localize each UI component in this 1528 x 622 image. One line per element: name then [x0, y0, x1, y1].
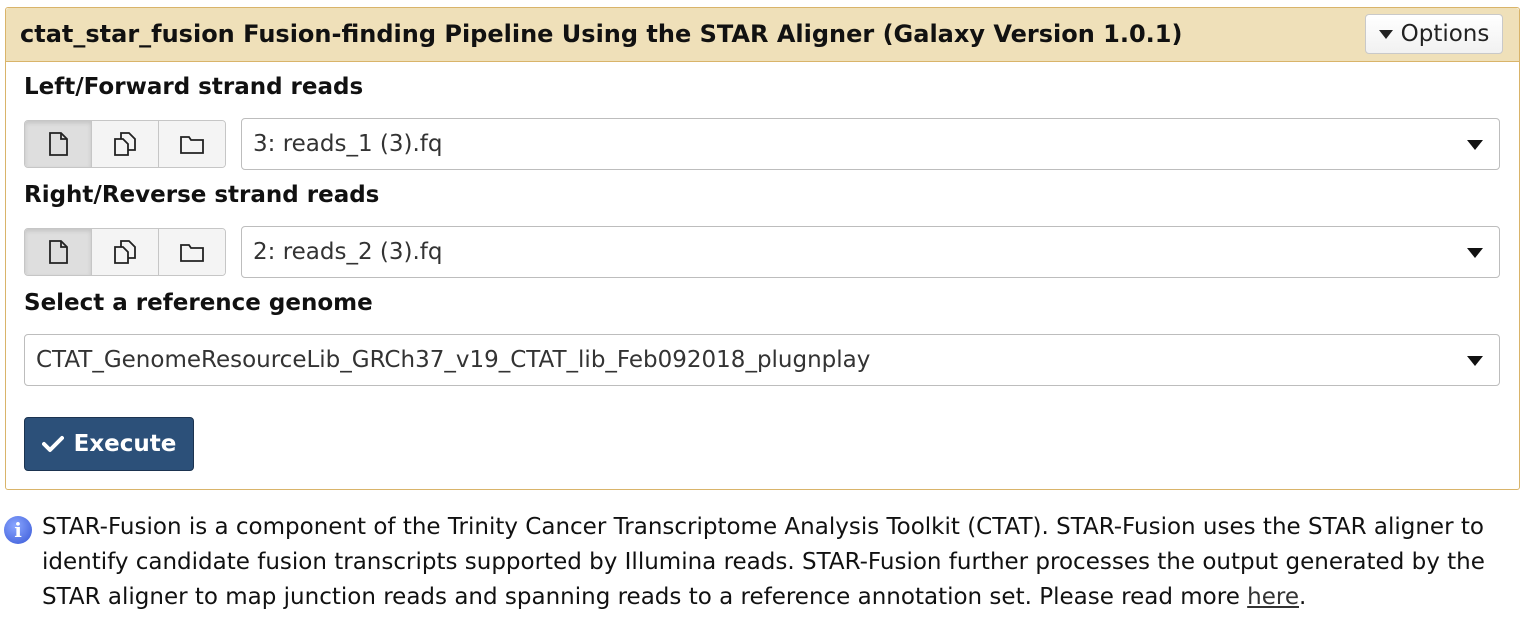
help-link[interactable]: here — [1247, 584, 1299, 610]
chevron-down-icon — [1467, 248, 1483, 258]
check-icon — [41, 436, 64, 452]
chevron-down-icon — [1467, 356, 1483, 366]
info-icon: i — [4, 516, 32, 544]
help-trailing: . — [1299, 584, 1307, 610]
right-reads-label: Right/Reverse strand reads — [24, 182, 380, 208]
right-reads-select[interactable]: 2: reads_2 (3).fq — [241, 226, 1500, 278]
multiple-datasets-button[interactable] — [92, 229, 159, 275]
single-file-icon — [49, 132, 68, 156]
help-text: STAR-Fusion is a component of the Trinit… — [42, 510, 1522, 615]
left-reads-select[interactable]: 3: reads_1 (3).fq — [241, 118, 1500, 170]
multiple-files-icon — [114, 132, 136, 156]
tool-form: ctat_star_fusion Fusion-finding Pipeline… — [5, 7, 1520, 490]
left-reads-label: Left/Forward strand reads — [24, 74, 364, 100]
single-dataset-button[interactable] — [25, 229, 92, 275]
dataset-collection-button[interactable] — [159, 229, 225, 275]
execute-button[interactable]: Execute — [24, 417, 194, 471]
execute-label: Execute — [73, 431, 177, 457]
dataset-collection-button[interactable] — [159, 121, 225, 167]
genome-value: CTAT_GenomeResourceLib_GRCh37_v19_CTAT_l… — [36, 347, 871, 373]
single-file-icon — [49, 240, 68, 264]
options-label: Options — [1400, 21, 1490, 47]
multiple-files-icon — [114, 240, 136, 264]
left-reads-value: 3: reads_1 (3).fq — [253, 131, 443, 157]
tool-title: ctat_star_fusion Fusion-finding Pipeline… — [20, 20, 1183, 48]
multiple-datasets-button[interactable] — [92, 121, 159, 167]
genome-select[interactable]: CTAT_GenomeResourceLib_GRCh37_v19_CTAT_l… — [24, 334, 1500, 386]
single-dataset-button[interactable] — [25, 121, 92, 167]
help-body: STAR-Fusion is a component of the Trinit… — [42, 514, 1485, 610]
right-reads-value: 2: reads_2 (3).fq — [253, 239, 443, 265]
tool-header: ctat_star_fusion Fusion-finding Pipeline… — [6, 8, 1519, 62]
right-reads-mode-group — [24, 228, 226, 276]
folder-icon — [180, 244, 204, 262]
caret-down-icon — [1378, 29, 1393, 39]
chevron-down-icon — [1467, 140, 1483, 150]
folder-icon — [180, 136, 204, 154]
left-reads-mode-group — [24, 120, 226, 168]
options-button[interactable]: Options — [1365, 14, 1503, 54]
genome-label: Select a reference genome — [24, 290, 373, 316]
